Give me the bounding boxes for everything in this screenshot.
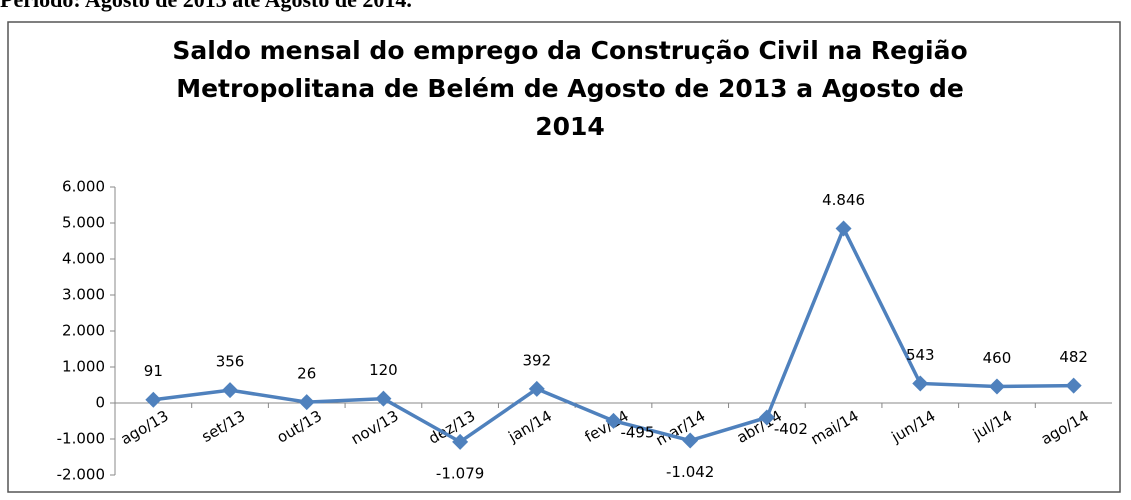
data-label: -402 xyxy=(774,420,808,438)
y-tick-label: 1.000 xyxy=(62,358,105,376)
data-label: -1.079 xyxy=(436,464,484,482)
marker xyxy=(605,412,622,429)
data-label: 482 xyxy=(1059,348,1088,366)
data-label: 120 xyxy=(369,361,398,379)
marker xyxy=(375,390,392,407)
marker xyxy=(145,391,162,408)
y-tick-label: -2.000 xyxy=(57,466,105,484)
y-tick-label: 2.000 xyxy=(62,322,105,340)
marker xyxy=(988,378,1005,395)
data-label: 392 xyxy=(522,351,551,369)
data-label: 91 xyxy=(144,362,163,380)
marker xyxy=(835,220,852,237)
data-label: 460 xyxy=(983,349,1012,367)
data-label: 356 xyxy=(216,353,245,371)
chart-title: Saldo mensal do emprego da Construção Ci… xyxy=(172,36,967,65)
y-tick-label: 0 xyxy=(95,394,105,412)
marker xyxy=(682,432,699,449)
marker xyxy=(298,394,315,411)
marker xyxy=(528,380,545,397)
y-tick-label: 5.000 xyxy=(62,214,105,232)
chart-title: Metropolitana de Belém de Agosto de 2013… xyxy=(176,74,964,103)
chart-frame xyxy=(7,21,1121,493)
data-label: -1.042 xyxy=(666,463,714,481)
data-label: 4.846 xyxy=(822,191,865,209)
data-label: 543 xyxy=(906,346,935,364)
y-tick-label: 6.000 xyxy=(62,178,105,196)
data-label: 26 xyxy=(297,365,316,383)
y-tick-label: 3.000 xyxy=(62,286,105,304)
marker xyxy=(912,375,929,392)
marker xyxy=(222,382,239,399)
y-tick-label: 4.000 xyxy=(62,250,105,268)
y-tick-label: -1.000 xyxy=(57,430,105,448)
marker xyxy=(1065,377,1082,394)
data-label: -495 xyxy=(620,423,654,441)
header: Período: Agosto de 2013 até Agosto de 20… xyxy=(0,0,412,12)
marker xyxy=(758,409,775,426)
chart-title: 2014 xyxy=(535,112,605,141)
marker xyxy=(452,433,469,450)
